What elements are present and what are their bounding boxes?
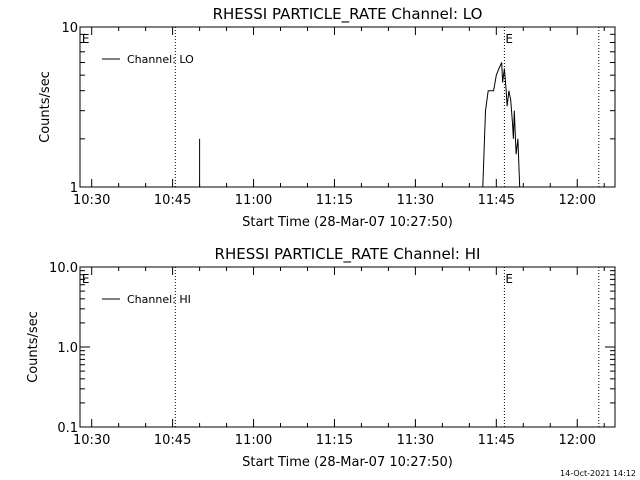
y-tick-label: 0.1 [57,421,78,436]
y-tick-label: 10.0 [49,261,78,276]
chart-title: RHESSI PARTICLE_RATE Channel: HI [215,245,481,264]
x-tick-label: 10:45 [154,193,191,208]
x-tick-label: 10:30 [73,193,110,208]
x-tick-label: 11:45 [478,193,515,208]
y-tick-label: 1 [70,181,78,196]
y-tick-label: 10 [61,21,78,36]
x-tick-label: 11:00 [235,193,272,208]
x-tick-label: 11:30 [397,433,434,448]
event-marker-label: E [505,32,513,46]
data-series-line [482,62,521,188]
x-tick-label: 11:00 [235,433,272,448]
event-marker-label: E [82,32,90,46]
y-axis-label: Counts/sec [26,311,41,383]
x-tick-label: 11:45 [478,433,515,448]
generation-timestamp: 14-Oct-2021 14:12 [560,469,636,478]
y-axis-label: Counts/sec [38,71,53,143]
x-tick-label: 10:30 [73,433,110,448]
x-axis-label: Start Time (28-Mar-07 10:27:50) [242,215,453,230]
x-tick-label: 11:15 [316,433,353,448]
event-marker-label: E [505,272,513,286]
y-tick-label: 1.0 [57,341,78,356]
event-marker-label: E [82,272,90,286]
plot-frame [79,266,616,428]
chart-title: RHESSI PARTICLE_RATE Channel: LO [213,5,483,24]
plot-frame [79,26,616,188]
x-axis-label: Start Time (28-Mar-07 10:27:50) [242,455,453,470]
x-tick-label: 11:15 [316,193,353,208]
x-tick-label: 12:00 [559,433,596,448]
legend-label: Channel: LO [127,53,194,66]
x-tick-label: 10:45 [154,433,191,448]
x-tick-label: 11:30 [397,193,434,208]
legend-label: Channel: HI [127,293,191,306]
x-tick-label: 12:00 [559,193,596,208]
